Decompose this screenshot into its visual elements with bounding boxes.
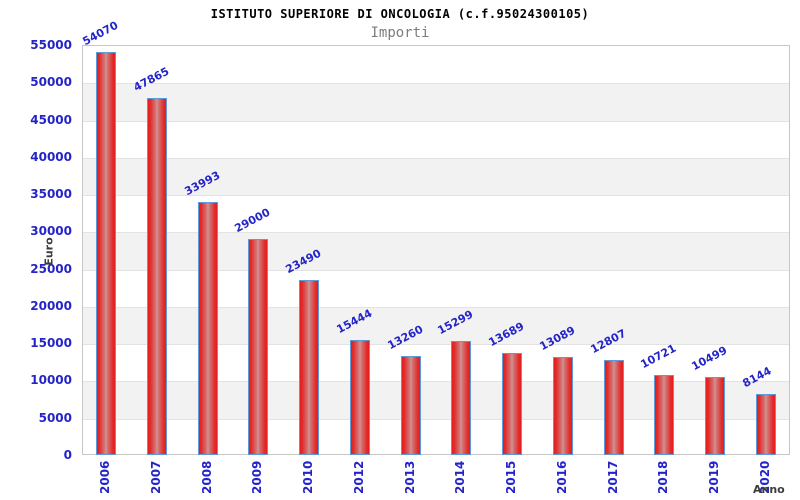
y-tick-label: 15000 — [30, 336, 72, 351]
x-tick-label: 2012 — [351, 461, 366, 495]
y-tick-label: 40000 — [30, 149, 72, 164]
gridline — [83, 120, 789, 122]
gridline — [83, 269, 789, 271]
x-tick-label: 2009 — [250, 461, 265, 495]
plot-band — [83, 83, 789, 121]
plot-area — [82, 45, 790, 455]
plot-band — [83, 270, 789, 307]
gridline — [83, 344, 789, 346]
x-tick-label: 2013 — [402, 461, 417, 495]
y-axis-title: Euro — [42, 237, 56, 266]
plot-band — [83, 344, 789, 381]
x-tick-label: 2010 — [301, 461, 316, 495]
bar-2017 — [603, 360, 624, 455]
bar-2007 — [146, 98, 167, 455]
plot-band — [83, 381, 789, 419]
bar-2014 — [451, 341, 472, 455]
chart-subtitle: Importi — [370, 25, 430, 41]
y-tick-label: 10000 — [30, 373, 72, 388]
plot-band — [83, 46, 789, 83]
bar-2018 — [654, 375, 675, 455]
y-tick-label: 25000 — [30, 261, 72, 276]
gridline — [83, 306, 789, 308]
x-tick-label: 2008 — [199, 461, 214, 495]
chart-title: ISTITUTO SUPERIORE DI ONCOLOGIA (c.f.950… — [210, 7, 590, 21]
y-tick-label: 5000 — [38, 410, 72, 425]
gridline — [83, 381, 789, 383]
bar-2010 — [299, 280, 320, 455]
x-tick-label: 2015 — [504, 461, 519, 495]
bar-2008 — [197, 202, 218, 455]
y-tick-label: 35000 — [30, 187, 72, 202]
gridline — [83, 232, 789, 234]
bar-2020 — [756, 394, 776, 455]
x-axis-title: Anno — [753, 483, 785, 496]
gridline — [83, 195, 789, 197]
plot-band — [83, 121, 789, 158]
y-tick-label: 20000 — [30, 298, 72, 313]
bar-2013 — [400, 356, 421, 455]
x-tick-label: 2018 — [656, 461, 671, 495]
plot-band — [83, 419, 789, 456]
x-tick-label: 2007 — [148, 461, 163, 495]
bar-2015 — [502, 353, 523, 455]
gridline — [83, 83, 789, 85]
gridline — [83, 157, 789, 159]
plot-band — [83, 157, 789, 196]
x-tick-label: 2006 — [98, 461, 112, 495]
y-tick-label: 50000 — [30, 75, 72, 90]
y-tick-label: 55000 — [30, 38, 72, 52]
x-tick-label: 2016 — [554, 461, 569, 495]
bar-2012 — [349, 340, 370, 455]
y-tick-label: 45000 — [30, 112, 72, 127]
x-tick-label: 2019 — [707, 461, 722, 495]
plot-band — [83, 195, 789, 232]
bar-2016 — [552, 357, 573, 455]
gridline — [83, 418, 789, 420]
bar-2019 — [705, 377, 726, 455]
bar-2006 — [96, 52, 116, 455]
y-tick-label: 30000 — [30, 224, 72, 239]
x-tick-label: 2017 — [605, 461, 620, 495]
plot-band — [83, 232, 789, 270]
bar-2009 — [248, 239, 269, 455]
x-tick-label: 2014 — [453, 461, 468, 495]
y-tick-label: 0 — [63, 448, 72, 462]
